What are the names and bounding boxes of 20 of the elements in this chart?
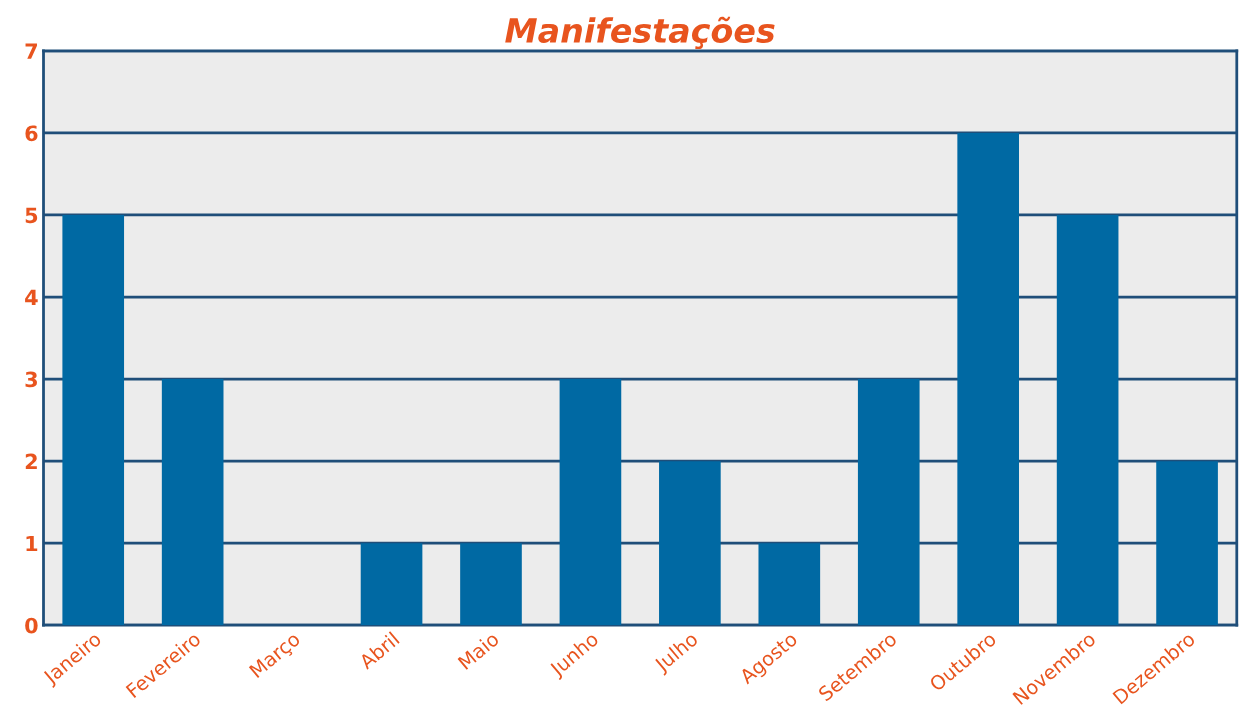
bar: [460, 543, 522, 626]
bar: [1056, 214, 1119, 626]
bar: [62, 214, 125, 626]
y-tick-label: 0: [25, 617, 38, 634]
bar: [1156, 461, 1218, 626]
bar: [161, 379, 224, 626]
y-tick-label: 4: [25, 289, 38, 305]
y-tick-label: 1: [26, 535, 38, 552]
bar: [758, 543, 821, 626]
y-tick-label: 5: [25, 207, 38, 224]
y-tick-label: 7: [25, 43, 37, 59]
chart-title: Manifestações: [505, 16, 775, 50]
bar: [360, 543, 423, 626]
y-tick-label: 2: [25, 453, 37, 470]
bar: [659, 461, 721, 626]
bar: [559, 379, 622, 626]
y-tick-label: 3: [25, 371, 37, 388]
bar: [957, 132, 1020, 626]
y-tick-label: 6: [25, 125, 38, 142]
bar: [857, 379, 920, 626]
